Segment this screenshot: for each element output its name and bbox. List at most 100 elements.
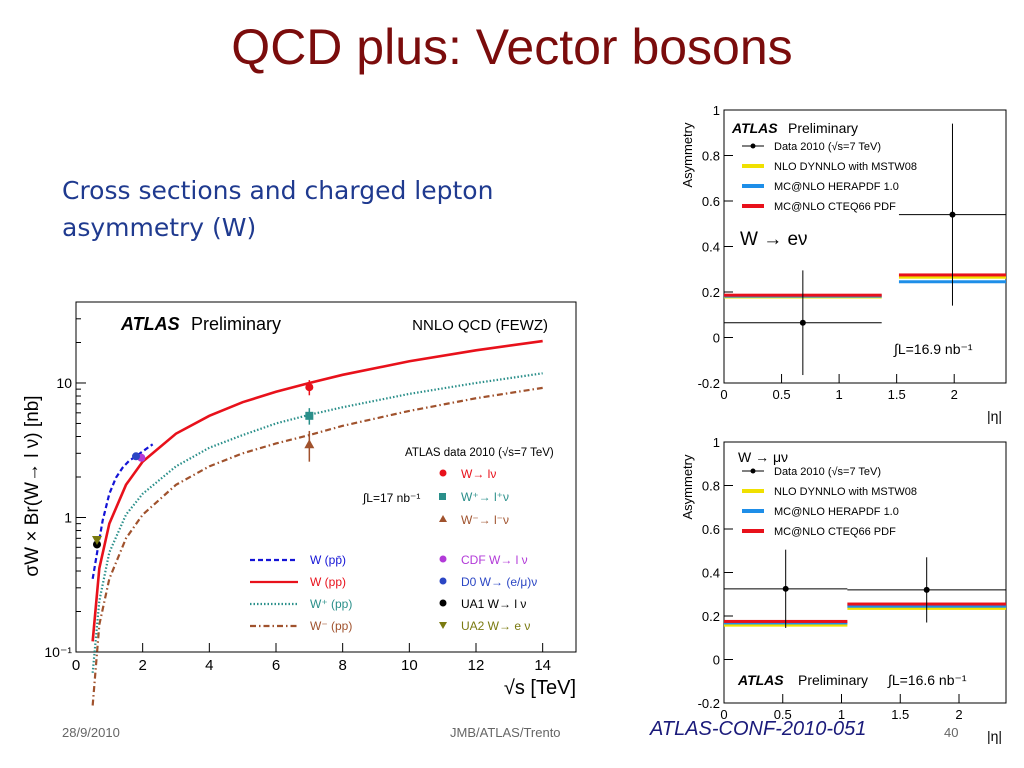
x-axis-label: √s [TeV] [504, 677, 576, 699]
legend-label: MC@NLO HERAPDF 1.0 [774, 506, 899, 518]
x-tick-label: 14 [534, 657, 551, 674]
legend-label: W (pp̄) [310, 553, 346, 567]
data-point [304, 439, 315, 449]
data-point [799, 319, 806, 326]
y-tick-label: 0.6 [702, 194, 720, 209]
y-tick-label: 0.4 [702, 240, 720, 255]
legend-swatch [742, 509, 764, 513]
curve-dashed [91, 443, 154, 580]
x-tick-label: 0.5 [773, 387, 791, 402]
legend-label: Data 2010 (√s=7 TeV) [774, 141, 881, 153]
legend-marker [439, 555, 447, 563]
theory-label: NNLO QCD (FEWZ) [412, 317, 548, 334]
y-axis-label: σW × Br(W→ l ν) [nb] [22, 395, 43, 576]
luminosity-label: ∫L=16.6 nb⁻¹ [887, 672, 967, 688]
x-tick-label: 12 [468, 657, 485, 674]
data-point [92, 536, 102, 546]
legend-label: Data 2010 (√s=7 TeV) [774, 466, 881, 478]
legend-label: MC@NLO CTEQ66 PDF [774, 526, 896, 538]
preliminary-label: Preliminary [798, 672, 868, 688]
x-tick-label: 1.5 [891, 707, 909, 722]
legend-label: W⁻→ l⁻ν [461, 513, 509, 527]
legend-label: MC@NLO CTEQ66 PDF [774, 201, 896, 213]
data-point [305, 411, 314, 420]
y-tick-label: 0.2 [702, 609, 720, 624]
preliminary-label: Preliminary [788, 120, 858, 136]
x-tick-label: 1 [835, 387, 842, 402]
y-tick-label: 0.2 [702, 285, 720, 300]
plot-frame [723, 441, 1007, 704]
channel-label: W → eν [740, 229, 808, 250]
y-tick-label: 0 [713, 331, 720, 346]
legend-label: W→ lν [461, 467, 496, 481]
legend-label: UA2 W→ e ν [461, 619, 530, 633]
legend-marker [750, 143, 756, 149]
data-point [305, 383, 314, 392]
legend-label: NLO DYNNLO with MSTW08 [774, 486, 917, 498]
x-tick-label: 0.5 [774, 707, 792, 722]
legend-label: D0 W→ (e/μ)ν [461, 575, 537, 589]
atlas-label: ATLAS [120, 314, 180, 334]
x-tick-label: 2 [138, 657, 146, 674]
asymmetry-muon-chart: -0.200.20.40.60.810 0.5 1 1.5 2Asymmetry|η|W… [680, 435, 1007, 744]
legend-marker [439, 515, 447, 522]
slide-subtitle: Cross sections and charged lepton asymme… [62, 176, 494, 242]
y-tick-label: 1 [64, 509, 72, 525]
slide-title: QCD plus: Vector bosons [231, 19, 793, 75]
y-tick-label: 0 [713, 653, 720, 668]
x-tick-label: 1.5 [888, 387, 906, 402]
legend-swatch [742, 529, 764, 533]
luminosity-label: ∫L=17 nb⁻¹ [362, 491, 420, 505]
legend-marker [439, 577, 447, 585]
legend-marker [439, 622, 447, 629]
data-point [923, 586, 930, 593]
x-tick-label: 0 [720, 707, 727, 722]
x-axis-label: |η| [987, 408, 1002, 424]
x-tick-label: 4 [205, 657, 213, 674]
x-tick-label: 2 [951, 387, 958, 402]
atlas-label: ATLAS [731, 120, 778, 136]
legend-label: W (pp) [310, 575, 346, 589]
legend-label: W⁺→ l⁺ν [461, 490, 509, 504]
legend-marker [439, 599, 447, 607]
asymmetry-electron-chart: -0.200.20.40.60.810 0.5 1 1.5 2Asymmetry|η|A… [680, 103, 1007, 424]
legend-swatch [742, 489, 764, 493]
legend-swatch [742, 164, 764, 168]
y-tick-label: 1 [713, 435, 720, 450]
preliminary-label: Preliminary [191, 314, 281, 334]
conference-note-reference: ATLAS-CONF-2010-051 [650, 718, 867, 740]
legend-label: CDF W→ l ν [461, 553, 528, 567]
channel-label: W → μν [738, 449, 788, 465]
luminosity-label: ∫L=16.9 nb⁻¹ [893, 341, 973, 357]
y-tick-label: 0.6 [702, 522, 720, 537]
legend-marker [750, 468, 756, 474]
y-tick-label: 10 [56, 375, 72, 391]
footer-source: JMB/ATLAS/Trento [450, 725, 561, 740]
y-tick-label: 0.4 [702, 566, 720, 581]
data-header-label: ATLAS data 2010 (√s=7 TeV) [405, 446, 554, 459]
legend-label: NLO DYNNLO with MSTW08 [774, 161, 917, 173]
legend-label: UA1 W→ l ν [461, 597, 526, 611]
x-tick-label: 6 [272, 657, 280, 674]
legend-swatch [742, 184, 764, 188]
x-tick-label: 2 [955, 707, 962, 722]
legend-swatch [742, 204, 764, 208]
y-tick-label: 10⁻¹ [44, 644, 72, 660]
y-tick-label: 1 [713, 103, 720, 118]
y-axis-label: Asymmetry [680, 122, 695, 188]
legend-label: W⁺ (pp) [310, 597, 352, 611]
y-tick-label: -0.2 [698, 376, 720, 391]
footer-date: 28/9/2010 [62, 725, 120, 740]
curve-dashdot [91, 386, 543, 706]
legend-label: MC@NLO HERAPDF 1.0 [774, 181, 899, 193]
x-tick-label: 0 [72, 657, 80, 674]
y-axis-label: Asymmetry [680, 454, 695, 520]
x-axis-label: |η| [987, 728, 1002, 744]
y-tick-label: 0.8 [702, 149, 720, 164]
x-tick-label: 1 [838, 707, 845, 722]
legend-marker [439, 469, 447, 477]
curve-solid [91, 339, 543, 642]
legend-label: W⁻ (pp) [310, 619, 352, 633]
y-tick-label: 0.8 [702, 479, 720, 494]
data-point [782, 585, 789, 592]
